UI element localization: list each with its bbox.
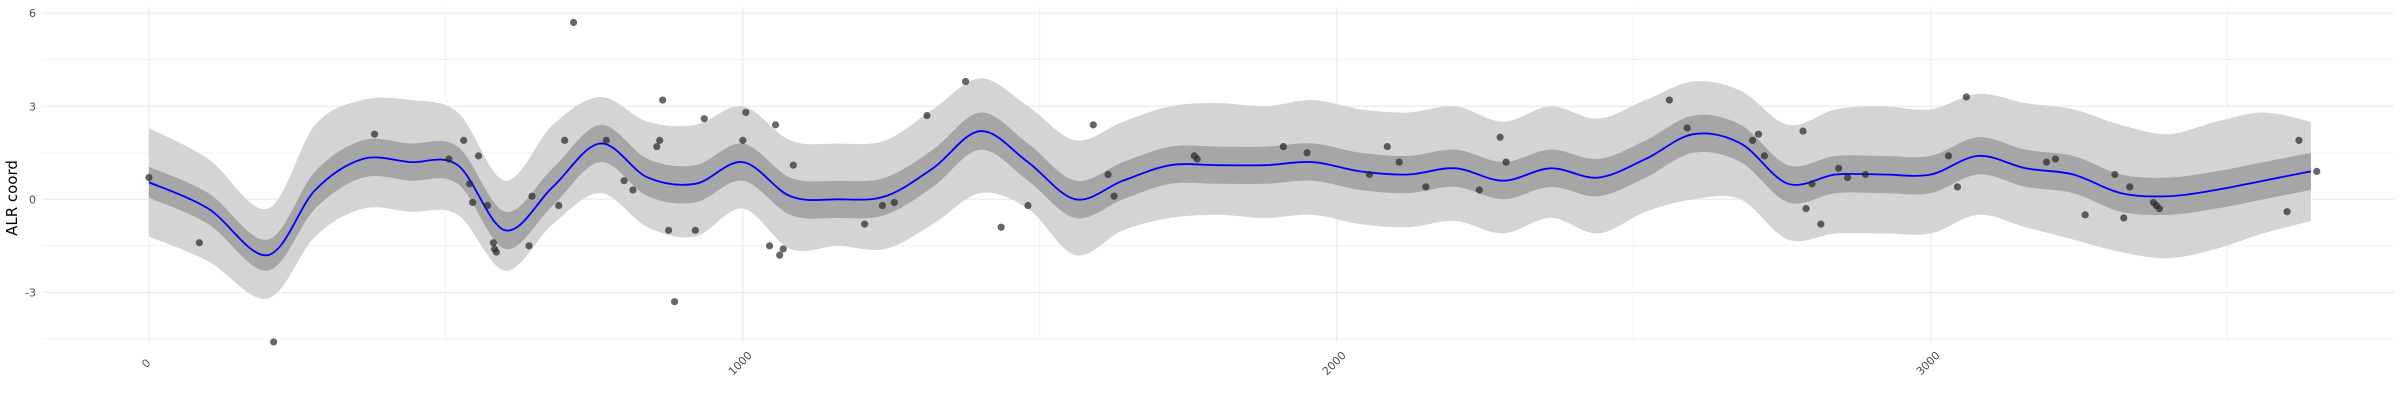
data-point: [1383, 142, 1391, 151]
data-point: [1104, 170, 1112, 179]
data-point: [691, 226, 699, 234]
data-point: [1748, 136, 1757, 144]
mean-line-series: [148, 130, 2312, 257]
data-point: [776, 251, 784, 259]
data-point: [1395, 158, 1403, 166]
data-point: [765, 242, 774, 250]
data-point: [1089, 121, 1097, 129]
x-tick-label: 2000: [1320, 349, 1349, 378]
data-point: [1962, 93, 1970, 101]
y-axis-tick-labels: -3 0 3 6: [25, 7, 36, 299]
x-tick-label: 1000: [726, 349, 755, 378]
data-point: [460, 136, 468, 144]
data-point: [2283, 208, 2291, 216]
data-point: [469, 198, 477, 207]
data-point: [555, 201, 563, 210]
y-tick-label: -3: [25, 286, 36, 299]
data-point: [656, 136, 664, 144]
data-point: [492, 248, 500, 256]
data-point: [1808, 180, 1816, 188]
data-point: [861, 220, 869, 228]
data-point: [1193, 155, 1201, 163]
data-point: [1944, 152, 1953, 160]
data-point: [1683, 124, 1691, 132]
data-point: [700, 115, 708, 123]
data-point: [1475, 186, 1483, 194]
data-point: [561, 136, 569, 144]
data-point: [489, 239, 497, 247]
data-point: [1802, 205, 1810, 213]
data-point: [1303, 149, 1311, 157]
data-point: [779, 245, 787, 253]
data-point: [1502, 158, 1510, 166]
data-point: [1799, 127, 1807, 135]
x-axis-tick-labels: 0 1000 2000 3000: [139, 349, 1942, 378]
data-point: [742, 108, 750, 117]
data-point: [1953, 183, 1962, 191]
y-tick-label: 6: [29, 7, 36, 20]
data-point: [445, 155, 453, 163]
data-point: [1754, 130, 1763, 138]
data-point: [890, 198, 898, 207]
data-point: [371, 130, 379, 138]
data-point: [961, 77, 970, 86]
data-point: [2042, 158, 2051, 166]
y-tick-label: 0: [29, 193, 36, 206]
data-point: [1110, 192, 1118, 200]
data-point: [653, 142, 661, 151]
data-point: [789, 161, 797, 169]
data-point: [525, 242, 533, 250]
inner-band-area: [148, 112, 2311, 271]
data-point: [2120, 214, 2128, 222]
data-point: [528, 192, 536, 200]
outer-band-area: [148, 78, 2311, 299]
data-point: [270, 338, 278, 346]
outer-confidence-band: [148, 78, 2311, 299]
data-point: [1843, 174, 1852, 182]
data-point: [602, 136, 610, 144]
data-point: [195, 239, 203, 247]
data-point: [2111, 170, 2119, 179]
data-point: [1861, 170, 1869, 179]
data-point: [1279, 142, 1287, 151]
data-point: [878, 201, 887, 210]
data-point: [2051, 155, 2060, 163]
data-point: [569, 18, 578, 27]
data-point: [1835, 164, 1843, 172]
data-point: [997, 223, 1005, 231]
x-tick-label: 3000: [1914, 349, 1943, 378]
data-point: [466, 180, 474, 188]
x-tick-label: 0: [139, 356, 153, 370]
data-point: [620, 177, 628, 185]
data-point: [1496, 133, 1504, 141]
data-point: [483, 201, 492, 210]
data-point: [1760, 152, 1769, 160]
data-point: [670, 298, 679, 306]
inner-confidence-band: [148, 112, 2311, 271]
data-point: [1024, 201, 1032, 210]
data-point: [771, 121, 780, 129]
data-point: [923, 111, 931, 120]
data-point: [2313, 167, 2321, 175]
data-point: [474, 152, 483, 160]
data-point: [659, 96, 667, 104]
y-tick-label: 3: [29, 100, 36, 113]
data-point: [739, 136, 747, 144]
data-point: [1665, 96, 1673, 104]
data-point: [1422, 183, 1430, 191]
data-point: [629, 186, 637, 194]
data-point: [2295, 136, 2303, 144]
data-point: [2155, 205, 2163, 213]
y-axis-title: ALR coord: [3, 160, 21, 236]
data-point: [665, 226, 673, 234]
observation-points: [145, 18, 2321, 346]
data-point: [2081, 211, 2089, 219]
data-point: [145, 174, 153, 182]
data-point: [1365, 170, 1374, 179]
data-point: [1817, 220, 1825, 228]
data-point: [2126, 183, 2134, 191]
mean-line: [148, 130, 2312, 257]
